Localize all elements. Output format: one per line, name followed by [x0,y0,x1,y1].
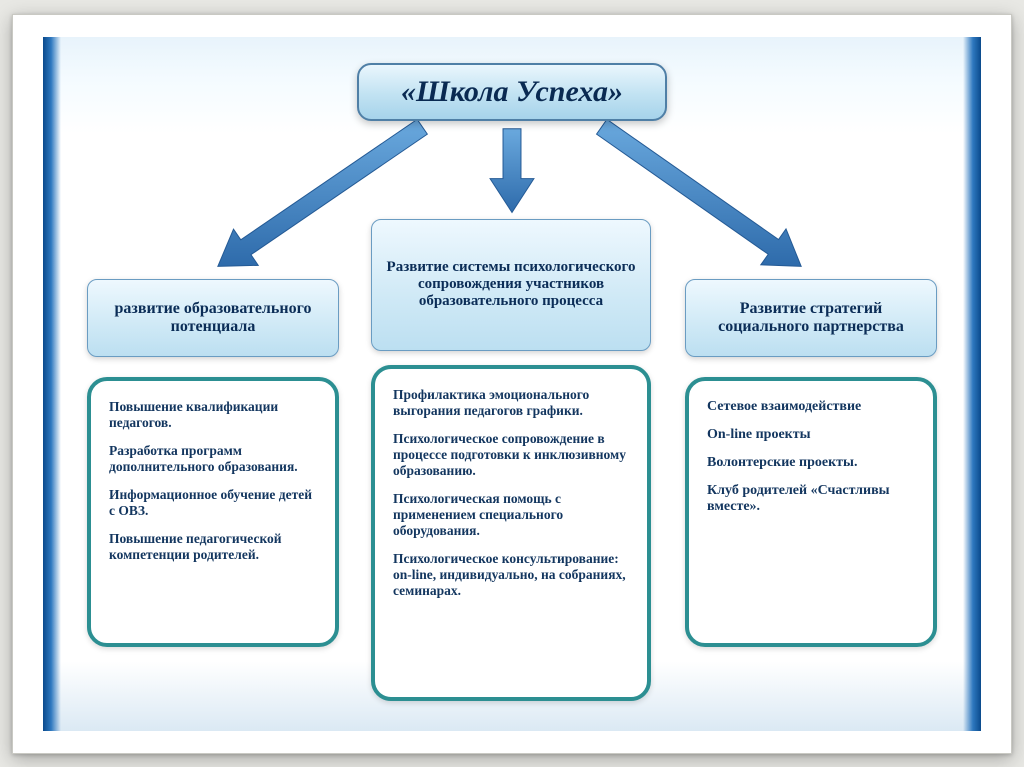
branch-label: развитие образовательного потенциала [100,300,326,336]
arrow-1 [490,128,534,212]
detail-item: Информационное обучение детей с ОВЗ. [109,487,319,519]
detail-item: Клуб родителей «Счастливы вместе». [707,483,917,515]
branch-box-social: Развитие стратегий социального партнерст… [685,279,937,357]
outer-frame: «Школа Успеха» развитие образовательного… [12,14,1012,754]
detail-item: Психологическое консультирование: on-lin… [393,551,631,599]
diagram-canvas: «Школа Успеха» развитие образовательного… [43,37,981,731]
detail-item: Профилактика эмоционального выгорания пе… [393,387,631,419]
title-text: «Школа Успеха» [401,75,623,108]
detail-item: Сетевое взаимодействие [707,399,917,415]
detail-item: Волонтерские проекты. [707,455,917,471]
title-box: «Школа Успеха» [357,63,667,121]
detail-item: Разработка программ дополнительного обра… [109,443,319,475]
slide-background: «Школа Успеха» развитие образовательного… [43,37,981,731]
detail-item: Психологическое сопровождение в процессе… [393,431,631,479]
detail-item: Повышение квалификации педагогов. [109,399,319,431]
branch-label: Развитие стратегий социального партнерст… [698,300,924,336]
branch-label: Развитие системы психологического сопров… [384,259,638,310]
branch-box-psych: Развитие системы психологического сопров… [371,219,651,351]
detail-box-social: Сетевое взаимодействие On-line проекты Вол… [685,377,937,647]
branch-box-edu: развитие образовательного потенциала [87,279,339,357]
detail-item: On-line проекты [707,427,917,443]
detail-box-psych: Профилактика эмоционального выгорания пе… [371,365,651,701]
detail-box-edu: Повышение квалификации педагогов. Разрабо… [87,377,339,647]
detail-item: Повышение педагогической компетенции род… [109,531,319,563]
detail-item: Психологическая помощь с применением спе… [393,491,631,539]
